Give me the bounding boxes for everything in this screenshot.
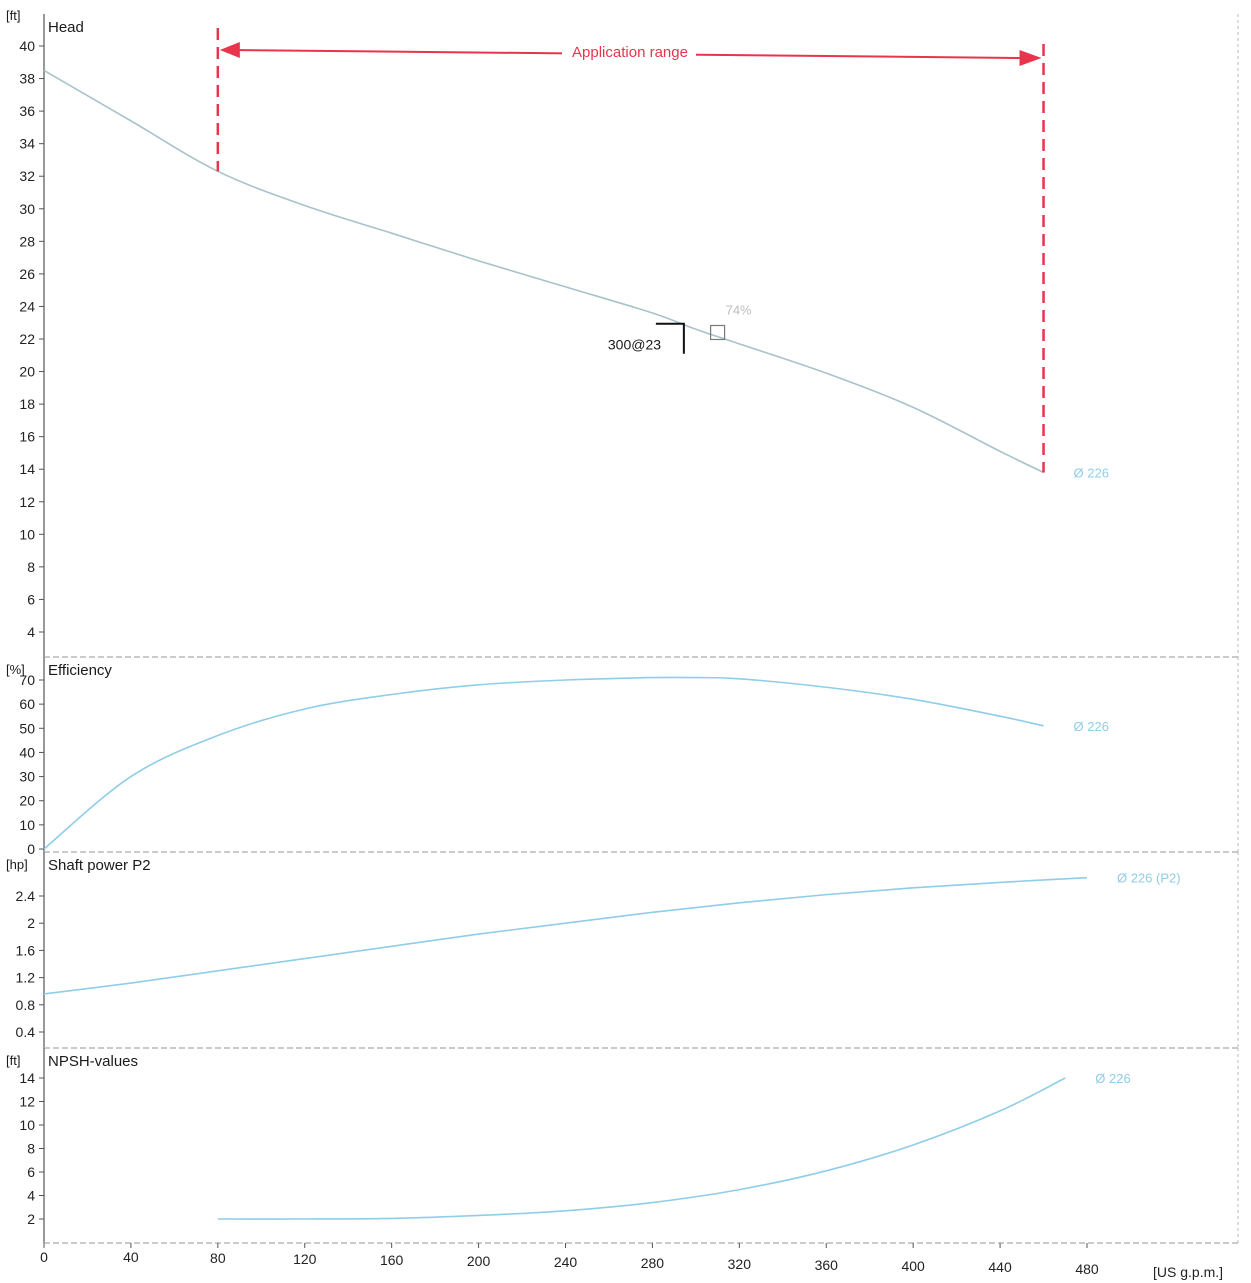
y-tick-label: 14 [19,1070,35,1086]
y-tick-label: 50 [19,720,35,736]
x-tick-label: 320 [728,1256,752,1272]
y-tick-label: 40 [19,744,35,760]
y-tick-label: 20 [19,364,35,380]
panel-0-unit-label: [ft] [6,8,20,23]
panel-0-series-label: Ø 226 [1074,465,1109,480]
x-tick-label: 40 [123,1249,139,1265]
y-tick-label: 24 [19,298,35,314]
efficiency-point-label: 74% [726,302,752,317]
y-tick-label: 12 [19,1094,35,1110]
y-tick-label: 4 [27,1188,35,1204]
y-tick-label: 16 [19,429,35,445]
duty-point-label: 300@23 [608,337,661,353]
x-tick-label: 440 [988,1259,1012,1275]
y-tick-label: 22 [19,331,35,347]
duty-point-marker [655,322,685,354]
panel-3-series-label: Ø 226 [1095,1071,1130,1086]
y-tick-label: 6 [27,1164,35,1180]
y-tick-label: 30 [19,769,35,785]
range-label-background [562,42,696,60]
y-tick-label: 70 [19,672,35,688]
range-arrow-left-head [219,42,240,58]
y-tick-label: 18 [19,396,35,412]
panel-2-unit-label: [hp] [6,857,28,872]
y-tick-label: 36 [19,103,35,119]
y-tick-label: 12 [19,494,35,510]
x-tick-label: 400 [901,1258,925,1274]
efficiency-point-square [710,324,726,341]
x-tick-label: 280 [641,1255,665,1271]
y-tick-label: 1.2 [16,970,36,986]
x-tick-label: 120 [293,1251,317,1267]
x-tick-label: 160 [380,1252,404,1268]
y-tick-label: 10 [19,1117,35,1133]
panel-3-curve-line [217,1077,1066,1220]
panel-1-unit-label: [%] [6,662,25,677]
y-tick-label: 14 [19,461,35,477]
panel-2-title: Shaft power P2 [48,857,151,874]
x-tick-label: 0 [40,1249,48,1265]
x-tick-label: 80 [210,1250,226,1266]
panel-2-series-label: Ø 226 (P2) [1117,871,1181,886]
y-tick-label: 34 [19,136,35,152]
y-tick-label: 30 [19,201,35,217]
range-label: Application range [572,44,688,61]
y-tick-label: 0.4 [16,1024,36,1040]
y-tick-label: 6 [27,591,35,607]
panel-3-unit-label: [ft] [6,1053,20,1068]
x-tick-label: 480 [1075,1261,1099,1277]
y-tick-label: 40 [19,38,35,54]
x-tick-label: 360 [815,1257,839,1273]
panel-2-curve-line [43,876,1088,995]
y-tick-label: 2 [27,1211,35,1227]
x-tick-label: 240 [554,1254,578,1270]
panel-3-title: NPSH-values [48,1053,138,1070]
y-tick-label: 38 [19,71,35,87]
panel-1-series-label: Ø 226 [1074,719,1109,734]
y-tick-label: 1.6 [16,942,36,958]
y-tick-label: 10 [19,817,35,833]
panel-1-title: Efficiency [48,662,112,679]
y-tick-label: 0 [27,841,35,857]
y-tick-label: 2.4 [16,888,36,904]
y-tick-label: 0.8 [16,997,36,1013]
y-tick-label: 60 [19,696,35,712]
y-tick-label: 28 [19,233,35,249]
y-tick-label: 8 [27,1141,35,1157]
y-tick-label: 26 [19,266,35,282]
x-axis-unit-label: [US g.p.m.] [1153,1264,1223,1280]
x-tick-label: 200 [467,1253,491,1269]
y-tick-label: 8 [27,559,35,575]
y-tick-label: 4 [27,624,35,640]
y-tick-label: 2 [27,915,35,931]
y-tick-label: 20 [19,793,35,809]
y-tick-label: 32 [19,168,35,184]
y-tick-label: 10 [19,526,35,542]
panel-0-title: Head [48,19,84,36]
panel-0-curve-line [43,69,1044,474]
panel-1-curve-line [43,676,1044,850]
range-arrow-right-head [1019,50,1042,66]
